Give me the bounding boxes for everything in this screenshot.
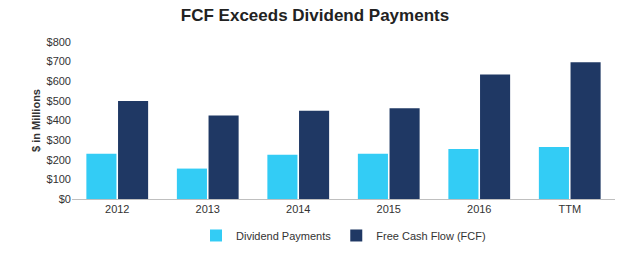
svg-text:$100: $100 [47, 173, 71, 185]
svg-text:$ in Millions: $ in Millions [30, 89, 42, 152]
svg-text:$0: $0 [59, 193, 71, 205]
svg-text:$500: $500 [47, 95, 71, 107]
svg-text:Free Cash Flow (FCF): Free Cash Flow (FCF) [376, 230, 485, 242]
svg-text:TTM: TTM [558, 203, 581, 215]
svg-text:$600: $600 [47, 75, 71, 87]
svg-text:$300: $300 [47, 134, 71, 146]
svg-text:2012: 2012 [105, 203, 129, 215]
svg-text:2013: 2013 [196, 203, 220, 215]
svg-text:2016: 2016 [467, 203, 491, 215]
svg-text:$200: $200 [47, 154, 71, 166]
svg-text:$700: $700 [47, 55, 71, 67]
svg-text:$800: $800 [47, 36, 71, 48]
svg-text:Dividend Payments: Dividend Payments [236, 230, 331, 242]
svg-text:$400: $400 [47, 114, 71, 126]
svg-text:FCF Exceeds Dividend Payments: FCF Exceeds Dividend Payments [181, 6, 449, 25]
svg-text:2015: 2015 [377, 203, 401, 215]
svg-text:2014: 2014 [286, 203, 310, 215]
